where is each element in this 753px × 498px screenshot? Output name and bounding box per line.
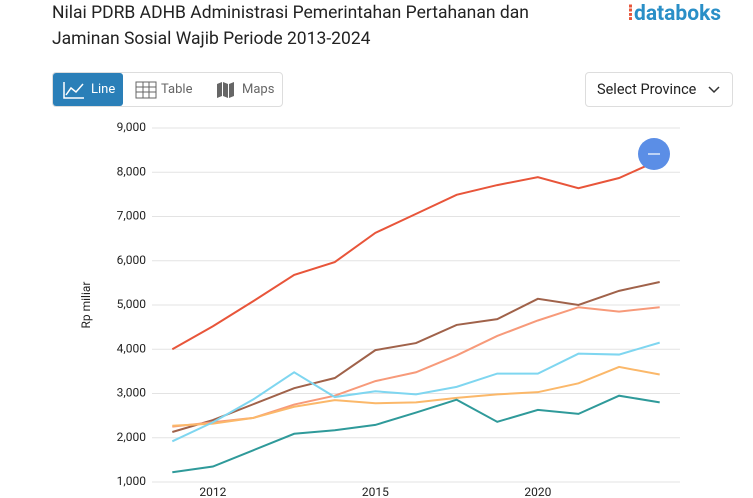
y-tick-label: 5,000 bbox=[117, 297, 147, 311]
maps-icon bbox=[217, 81, 234, 98]
select-label[interactable]: Select Province bbox=[597, 81, 697, 98]
x-tick-label: 2020 bbox=[524, 485, 551, 498]
y-tick-label: 8,000 bbox=[117, 164, 147, 178]
y-tick-label: 3,000 bbox=[117, 386, 147, 400]
y-axis-label: Rp miliar bbox=[79, 282, 93, 329]
x-tick-label: 2012 bbox=[199, 485, 226, 498]
line-icon bbox=[63, 81, 84, 99]
title: Nilai PDRB ADHB Administrasi Pemerintaha… bbox=[52, 3, 529, 49]
y-tick-label: 7,000 bbox=[117, 209, 147, 223]
line-button[interactable]: Line bbox=[53, 73, 123, 106]
y-tick-label: 2,000 bbox=[117, 430, 147, 444]
series-line bbox=[171, 341, 660, 443]
series-line bbox=[172, 306, 660, 428]
province-select[interactable]: Select Province bbox=[585, 72, 733, 107]
button-label[interactable]: Maps bbox=[242, 82, 275, 97]
logo-text[interactable]: databoks bbox=[634, 2, 722, 26]
chevron bbox=[708, 85, 720, 93]
x-tick-label: 2015 bbox=[362, 485, 389, 498]
button-label[interactable]: Line bbox=[91, 82, 116, 97]
series-line bbox=[172, 365, 660, 427]
y-tick-label: 4,000 bbox=[117, 341, 147, 355]
series-line bbox=[172, 394, 660, 474]
y-tick-label: 6,000 bbox=[117, 253, 147, 267]
button-label[interactable]: Table bbox=[161, 82, 193, 97]
y-tick-label: 9,000 bbox=[117, 120, 147, 134]
y-tick-label: 1,000 bbox=[117, 474, 147, 488]
maps-button[interactable]: Maps bbox=[216, 73, 282, 106]
series-line bbox=[171, 158, 661, 351]
table-button[interactable]: Table bbox=[135, 73, 205, 106]
view-toggle: Line Table Maps bbox=[52, 72, 283, 107]
series-line bbox=[172, 281, 660, 433]
logo[interactable]: ⁞databoks bbox=[627, 2, 722, 26]
table-icon bbox=[135, 81, 157, 98]
